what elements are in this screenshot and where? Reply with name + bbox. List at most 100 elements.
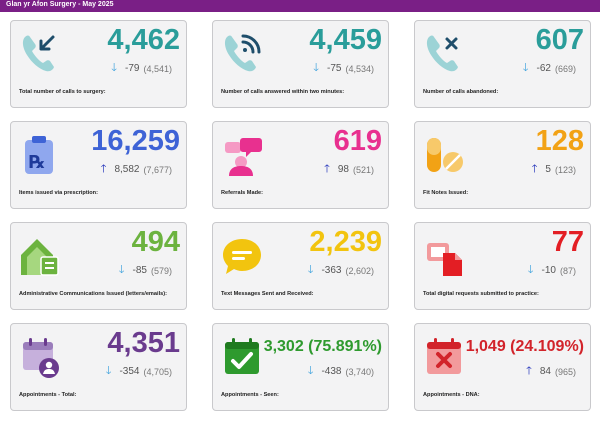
kpi-change: 🡓 -62 (669) [522, 62, 576, 75]
kpi-card-appointments-dna: 1,049 (24.109%) 🡑 84 (965) Appointments … [414, 323, 591, 411]
kpi-previous-value: (2,602) [345, 265, 374, 276]
arrow-down-icon: 🡓 [307, 365, 314, 377]
kpi-change-value: -79 [125, 63, 140, 74]
kpi-card-admin-comms: 494 🡓 -85 (579) Administrative Communica… [10, 222, 187, 310]
kpi-change-value: -354 [119, 366, 140, 377]
kpi-label: Total number of calls to surgery: [19, 89, 106, 95]
arrow-down-icon: 🡓 [313, 62, 320, 74]
kpi-value: 16,259 [91, 125, 180, 157]
kpi-label: Number of calls abandoned: [423, 89, 499, 95]
title-bar: Glan yr Afon Surgery - May 2025 [0, 0, 600, 12]
calendar-person-icon [23, 338, 59, 378]
kpi-change-value: -85 [132, 265, 147, 276]
kpi-card-referrals: 619 🡑 98 (521) Referrals Made: [212, 121, 389, 209]
kpi-value: 4,351 [107, 327, 180, 359]
kpi-change-value: -75 [327, 63, 342, 74]
kpi-card-total-calls: 4,462 🡓 -79 (4,541) Total number of call… [10, 20, 187, 108]
kpi-change: 🡓 -75 (4,534) [313, 62, 374, 75]
kpi-value: 1,049 (24.109%) [465, 338, 584, 355]
kpi-change: 🡑 8,582 (7,677) [100, 163, 172, 176]
kpi-change: 🡓 -354 (4,705) [105, 365, 172, 378]
kpi-change-value: -363 [321, 265, 342, 276]
kpi-change-value: -62 [536, 63, 551, 74]
kpi-change: 🡓 -438 (3,740) [307, 365, 374, 378]
arrow-up-icon: 🡑 [100, 163, 107, 175]
kpi-change: 🡑 98 (521) [324, 163, 374, 176]
kpi-change-value: 5 [545, 164, 551, 175]
kpi-label: Text Messages Sent and Received: [221, 291, 314, 297]
kpi-change: 🡓 -79 (4,541) [111, 62, 172, 75]
kpi-label: Appointments - Seen: [221, 392, 279, 398]
kpi-value: 77 [551, 226, 584, 258]
kpi-label: Number of calls answered within two minu… [221, 89, 345, 95]
kpi-value: 4,462 [107, 24, 180, 56]
prescription-icon: ℞ [25, 136, 53, 174]
kpi-previous-value: (123) [554, 164, 576, 175]
house-letter-icon [21, 239, 59, 276]
calendar-x-icon [427, 338, 461, 374]
kpi-label: Administrative Communications Issued (le… [19, 291, 167, 297]
kpi-change-value: -438 [321, 366, 342, 377]
arrow-down-icon: 🡓 [118, 264, 125, 276]
kpi-card-prescriptions: ℞ 16,259 🡑 8,582 (7,677) Items issued vi… [10, 121, 187, 209]
kpi-previous-value: (579) [150, 265, 172, 276]
arrow-down-icon: 🡓 [105, 365, 112, 377]
arrow-down-icon: 🡓 [522, 62, 529, 74]
phone-missed-icon [426, 35, 458, 72]
kpi-previous-value: (669) [554, 63, 576, 74]
kpi-label: Total digital requests submitted to prac… [423, 291, 539, 297]
kpi-change-value: 8,582 [114, 164, 140, 175]
kpi-card-appointments-total: 4,351 🡓 -354 (4,705) Appointments - Tota… [10, 323, 187, 411]
calendar-check-icon [225, 338, 259, 374]
kpi-change-value: 84 [539, 366, 551, 377]
svg-text:℞: ℞ [29, 152, 45, 173]
pills-icon [427, 138, 463, 172]
kpi-label: Appointments - Total: [19, 392, 77, 398]
kpi-previous-value: (4,541) [143, 63, 172, 74]
kpi-previous-value: (4,705) [143, 366, 172, 377]
kpi-card-digital-requests: 77 🡓 -10 (87) Total digital requests sub… [414, 222, 591, 310]
kpi-card-calls-answered: 4,459 🡓 -75 (4,534) Number of calls answ… [212, 20, 389, 108]
arrow-up-icon: 🡑 [531, 163, 538, 175]
kpi-label: Items issued via prescription: [19, 190, 98, 196]
kpi-value: 619 [333, 125, 382, 157]
kpi-label: Referrals Made: [221, 190, 263, 196]
arrow-up-icon: 🡑 [324, 163, 330, 175]
speech-bubble-icon [223, 239, 261, 274]
kpi-value: 2,239 [309, 226, 382, 258]
kpi-value: 128 [535, 125, 584, 157]
arrow-up-icon: 🡑 [526, 365, 532, 377]
kpi-card-calls-abandoned: 607 🡓 -62 (669) Number of calls abandone… [414, 20, 591, 108]
kpi-grid: 4,462 🡓 -79 (4,541) Total number of call… [10, 20, 591, 412]
phone-ringing-icon [224, 34, 261, 72]
kpi-change: 🡑 84 (965) [526, 365, 576, 378]
kpi-card-fit-notes: 128 🡑 5 (123) Fit Notes Issued: [414, 121, 591, 209]
arrow-down-icon: 🡓 [307, 264, 314, 276]
kpi-change: 🡓 -85 (579) [118, 264, 172, 277]
kpi-change: 🡓 -10 (87) [527, 264, 576, 277]
kpi-label: Appointments - DNA: [423, 392, 480, 398]
kpi-previous-value: (4,534) [345, 63, 374, 74]
kpi-change: 🡑 5 (123) [531, 163, 576, 176]
kpi-change: 🡓 -363 (2,602) [307, 264, 374, 277]
kpi-value: 494 [131, 226, 180, 258]
arrow-down-icon: 🡓 [111, 62, 118, 74]
kpi-card-appointments-seen: 3,302 (75.891%) 🡓 -438 (3,740) Appointme… [212, 323, 389, 411]
digital-request-icon [427, 243, 462, 276]
arrow-down-icon: 🡓 [527, 264, 534, 276]
kpi-value: 607 [535, 24, 584, 56]
phone-incoming-icon [22, 35, 55, 72]
kpi-previous-value: (965) [554, 366, 576, 377]
kpi-change-value: 98 [337, 164, 349, 175]
kpi-previous-value: (7,677) [143, 164, 172, 175]
doctor-chat-icon [225, 138, 262, 176]
kpi-previous-value: (87) [559, 265, 576, 276]
kpi-value: 4,459 [309, 24, 382, 56]
page-title: Glan yr Afon Surgery - May 2025 [6, 1, 114, 8]
kpi-value: 3,302 (75.891%) [263, 338, 382, 355]
kpi-label: Fit Notes Issued: [423, 190, 469, 196]
kpi-change-value: -10 [541, 265, 556, 276]
kpi-card-text-messages: 2,239 🡓 -363 (2,602) Text Messages Sent … [212, 222, 389, 310]
kpi-previous-value: (3,740) [345, 366, 374, 377]
kpi-previous-value: (521) [352, 164, 374, 175]
